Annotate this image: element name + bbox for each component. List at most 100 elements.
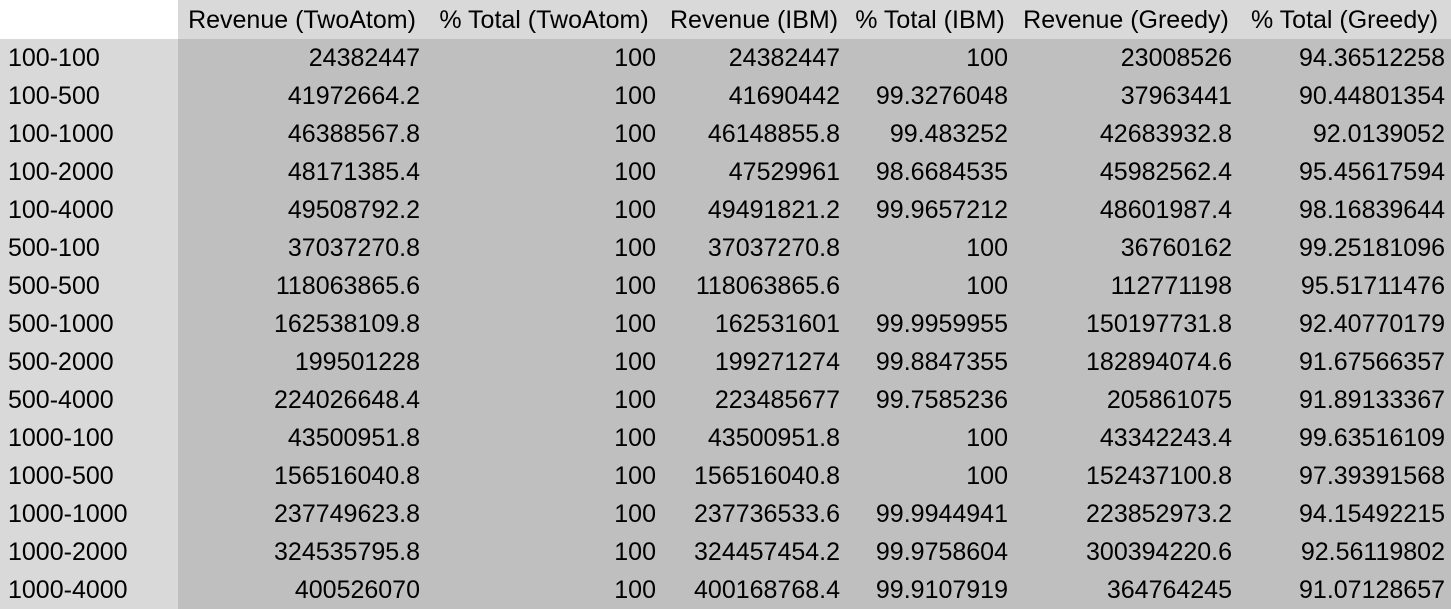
pct-total-twoatom-cell[interactable]: 100 [426,571,662,609]
revenue-greedy-cell[interactable]: 45982562.4 [1014,153,1238,191]
pct-total-greedy-cell[interactable]: 98.16839644 [1238,191,1451,229]
pct-total-greedy-cell[interactable]: 91.89133367 [1238,381,1451,419]
pct-total-ibm-cell[interactable]: 99.9758604 [846,533,1014,571]
revenue-ibm-cell[interactable]: 156516040.8 [662,457,846,495]
pct-total-twoatom-cell[interactable]: 100 [426,153,662,191]
revenue-ibm-cell[interactable]: 199271274 [662,343,846,381]
revenue-twoatom-cell[interactable]: 49508792.2 [178,191,426,229]
revenue-ibm-cell[interactable]: 118063865.6 [662,267,846,305]
row-label-cell[interactable]: 500-1000 [0,305,178,343]
row-label-cell[interactable]: 1000-1000 [0,495,178,533]
pct-total-ibm-cell[interactable]: 99.9657212 [846,191,1014,229]
revenue-twoatom-cell[interactable]: 41972664.2 [178,77,426,115]
row-label-cell[interactable]: 100-4000 [0,191,178,229]
revenue-greedy-cell[interactable]: 364764245 [1014,571,1238,609]
revenue-greedy-cell[interactable]: 223852973.2 [1014,495,1238,533]
revenue-greedy-cell[interactable]: 43342243.4 [1014,419,1238,457]
revenue-twoatom-cell[interactable]: 24382447 [178,39,426,77]
revenue-ibm-cell[interactable]: 43500951.8 [662,419,846,457]
pct-total-twoatom-cell[interactable]: 100 [426,267,662,305]
row-label-cell[interactable]: 500-500 [0,267,178,305]
revenue-twoatom-cell[interactable]: 156516040.8 [178,457,426,495]
pct-total-twoatom-cell[interactable]: 100 [426,77,662,115]
column-header-pct-total-twoatom[interactable]: % Total (TwoAtom) [426,0,662,39]
revenue-ibm-cell[interactable]: 237736533.6 [662,495,846,533]
pct-total-ibm-cell[interactable]: 99.483252 [846,115,1014,153]
revenue-greedy-cell[interactable]: 182894074.6 [1014,343,1238,381]
pct-total-greedy-cell[interactable]: 92.40770179 [1238,305,1451,343]
pct-total-ibm-cell[interactable]: 99.8847355 [846,343,1014,381]
revenue-greedy-cell[interactable]: 42683932.8 [1014,115,1238,153]
pct-total-greedy-cell[interactable]: 92.0139052 [1238,115,1451,153]
revenue-greedy-cell[interactable]: 37963441 [1014,77,1238,115]
revenue-twoatom-cell[interactable]: 400526070 [178,571,426,609]
row-label-cell[interactable]: 500-100 [0,229,178,267]
row-label-cell[interactable]: 500-4000 [0,381,178,419]
pct-total-greedy-cell[interactable]: 91.07128657 [1238,571,1451,609]
pct-total-greedy-cell[interactable]: 95.45617594 [1238,153,1451,191]
revenue-greedy-cell[interactable]: 23008526 [1014,39,1238,77]
revenue-twoatom-cell[interactable]: 162538109.8 [178,305,426,343]
pct-total-greedy-cell[interactable]: 94.15492215 [1238,495,1451,533]
revenue-twoatom-cell[interactable]: 37037270.8 [178,229,426,267]
row-label-cell[interactable]: 1000-100 [0,419,178,457]
revenue-ibm-cell[interactable]: 47529961 [662,153,846,191]
pct-total-greedy-cell[interactable]: 92.56119802 [1238,533,1451,571]
pct-total-twoatom-cell[interactable]: 100 [426,191,662,229]
pct-total-ibm-cell[interactable]: 100 [846,267,1014,305]
column-header-revenue-greedy[interactable]: Revenue (Greedy) [1014,0,1238,39]
revenue-twoatom-cell[interactable]: 48171385.4 [178,153,426,191]
revenue-ibm-cell[interactable]: 37037270.8 [662,229,846,267]
pct-total-twoatom-cell[interactable]: 100 [426,39,662,77]
row-label-cell[interactable]: 100-100 [0,39,178,77]
pct-total-ibm-cell[interactable]: 98.6684535 [846,153,1014,191]
pct-total-ibm-cell[interactable]: 99.9959955 [846,305,1014,343]
pct-total-greedy-cell[interactable]: 91.67566357 [1238,343,1451,381]
pct-total-ibm-cell[interactable]: 100 [846,419,1014,457]
revenue-ibm-cell[interactable]: 24382447 [662,39,846,77]
revenue-greedy-cell[interactable]: 36760162 [1014,229,1238,267]
column-header-pct-total-greedy[interactable]: % Total (Greedy) [1238,0,1451,39]
revenue-twoatom-cell[interactable]: 224026648.4 [178,381,426,419]
row-label-cell[interactable]: 100-1000 [0,115,178,153]
revenue-ibm-cell[interactable]: 49491821.2 [662,191,846,229]
revenue-greedy-cell[interactable]: 300394220.6 [1014,533,1238,571]
revenue-twoatom-cell[interactable]: 46388567.8 [178,115,426,153]
pct-total-twoatom-cell[interactable]: 100 [426,343,662,381]
column-header-pct-total-ibm[interactable]: % Total (IBM) [846,0,1014,39]
row-label-cell[interactable]: 500-2000 [0,343,178,381]
pct-total-twoatom-cell[interactable]: 100 [426,495,662,533]
pct-total-ibm-cell[interactable]: 99.9107919 [846,571,1014,609]
revenue-greedy-cell[interactable]: 150197731.8 [1014,305,1238,343]
pct-total-greedy-cell[interactable]: 99.63516109 [1238,419,1451,457]
revenue-twoatom-cell[interactable]: 324535795.8 [178,533,426,571]
revenue-twoatom-cell[interactable]: 43500951.8 [178,419,426,457]
row-label-cell[interactable]: 100-2000 [0,153,178,191]
pct-total-greedy-cell[interactable]: 97.39391568 [1238,457,1451,495]
row-label-cell[interactable]: 1000-2000 [0,533,178,571]
pct-total-ibm-cell[interactable]: 99.3276048 [846,77,1014,115]
column-header-revenue-ibm[interactable]: Revenue (IBM) [662,0,846,39]
revenue-ibm-cell[interactable]: 223485677 [662,381,846,419]
pct-total-ibm-cell[interactable]: 100 [846,229,1014,267]
revenue-greedy-cell[interactable]: 152437100.8 [1014,457,1238,495]
row-label-cell[interactable]: 1000-500 [0,457,178,495]
pct-total-twoatom-cell[interactable]: 100 [426,419,662,457]
pct-total-ibm-cell[interactable]: 100 [846,457,1014,495]
revenue-twoatom-cell[interactable]: 237749623.8 [178,495,426,533]
corner-cell[interactable] [0,0,178,39]
column-header-revenue-twoatom[interactable]: Revenue (TwoAtom) [178,0,426,39]
revenue-ibm-cell[interactable]: 46148855.8 [662,115,846,153]
revenue-greedy-cell[interactable]: 112771198 [1014,267,1238,305]
revenue-twoatom-cell[interactable]: 118063865.6 [178,267,426,305]
revenue-greedy-cell[interactable]: 48601987.4 [1014,191,1238,229]
row-label-cell[interactable]: 1000-4000 [0,571,178,609]
pct-total-twoatom-cell[interactable]: 100 [426,533,662,571]
revenue-ibm-cell[interactable]: 400168768.4 [662,571,846,609]
pct-total-twoatom-cell[interactable]: 100 [426,457,662,495]
pct-total-ibm-cell[interactable]: 99.9944941 [846,495,1014,533]
pct-total-greedy-cell[interactable]: 95.51711476 [1238,267,1451,305]
revenue-twoatom-cell[interactable]: 199501228 [178,343,426,381]
pct-total-twoatom-cell[interactable]: 100 [426,115,662,153]
pct-total-greedy-cell[interactable]: 90.44801354 [1238,77,1451,115]
